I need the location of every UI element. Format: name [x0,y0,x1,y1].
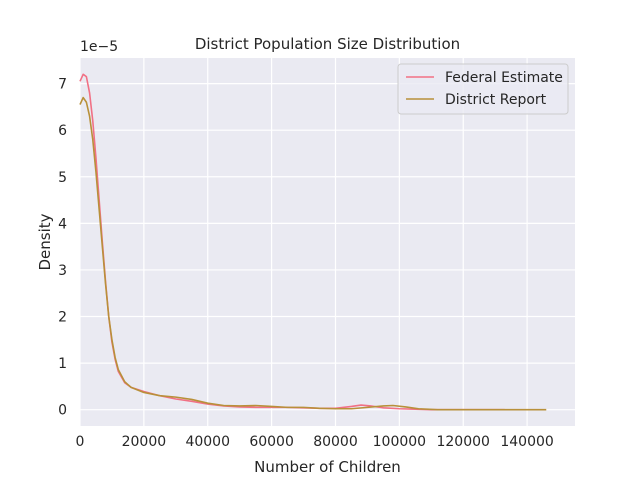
grid [79,58,575,426]
x-axis-label: Number of Children [254,458,401,476]
y-axis-offset-label: 1e−5 [80,39,118,55]
legend-label: District Report [445,92,547,108]
y-tick-label: 2 [58,310,67,326]
x-tick-label: 80000 [313,434,358,450]
x-tick-label: 100000 [373,434,426,450]
x-axis-ticks: 0 20000 40000 60000 80000 100000 120000 140000 [76,434,554,450]
y-tick-label: 0 [58,403,67,419]
legend: Federal Estimate District Report [397,63,569,115]
plot-area [80,58,575,426]
x-tick-label: 140000 [500,434,553,450]
y-axis-ticks: 0 1 2 3 4 5 6 7 [58,77,67,419]
y-tick-label: 1 [58,356,67,372]
x-tick-label: 0 [76,434,85,450]
y-tick-label: 5 [58,170,67,186]
series-lines [79,73,547,411]
legend-label: Federal Estimate [445,70,563,86]
y-tick-label: 3 [58,263,67,279]
y-tick-label: 4 [58,216,67,232]
chart-title: District Population Size Distribution [195,35,460,53]
series-line-2 [79,96,547,411]
x-tick-label: 20000 [122,434,167,450]
x-tick-label: 60000 [249,434,294,450]
y-axis-label: Density [36,213,54,270]
y-tick-label: 7 [58,77,67,93]
y-tick-label: 6 [58,123,67,139]
x-tick-label: 120000 [436,434,489,450]
legend-box [397,63,569,115]
x-tick-label: 40000 [185,434,230,450]
